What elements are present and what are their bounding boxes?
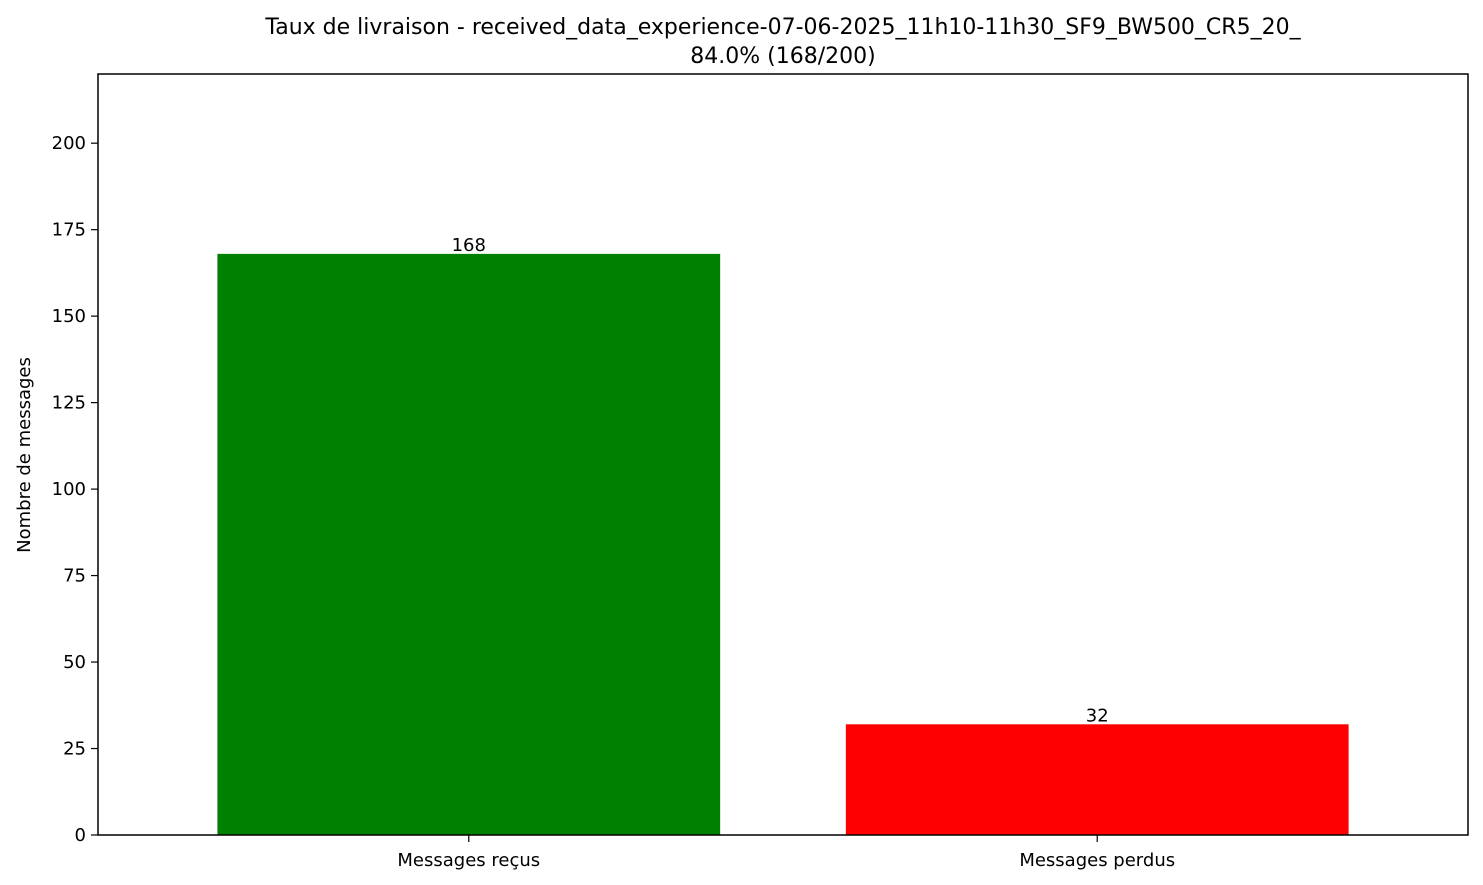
bars-layer (217, 253, 1349, 835)
chart-title: Taux de livraison - received_data_experi… (264, 15, 1301, 40)
y-axis-label: Nombre de messages (14, 357, 35, 553)
y-tick-label: 175 (52, 220, 86, 241)
y-tick-label: 75 (63, 566, 86, 587)
y-tick-label: 125 (52, 393, 86, 414)
x-axis-ticks: Messages reçus Messages perdus (397, 835, 1175, 871)
y-tick-label: 0 (75, 825, 86, 846)
y-tick-label: 200 (52, 133, 86, 154)
chart-subtitle: 84.0% (168/200) (690, 44, 875, 69)
y-tick-label: 50 (63, 652, 86, 673)
bar-messages-recus (217, 253, 721, 835)
y-axis-ticks: 0 25 50 75 100 125 150 175 200 (52, 133, 98, 846)
x-tick-label-messages-recus: Messages reçus (397, 850, 540, 871)
data-label-messages-perdus: 32 (1086, 705, 1109, 726)
y-tick-label: 25 (63, 739, 86, 760)
data-label-messages-recus: 168 (452, 235, 486, 256)
y-tick-label: 100 (52, 479, 86, 500)
x-tick-label-messages-perdus: Messages perdus (1019, 850, 1175, 871)
plot-frame (97, 73, 1469, 836)
bar-messages-perdus (845, 724, 1349, 835)
y-tick-label: 150 (52, 306, 86, 327)
data-labels-layer: 168 32 (452, 235, 1109, 726)
